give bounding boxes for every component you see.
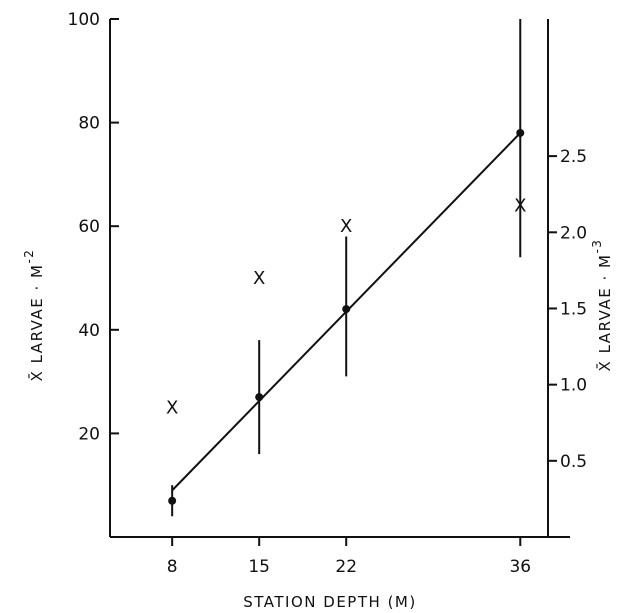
right-y-axis: 0.5 1.0 1.5 2.0 2.5 — [547, 19, 587, 537]
x-tick-label: 36 — [509, 557, 531, 577]
x-axis: 8 15 22 36 — [110, 536, 570, 577]
mean-point — [342, 305, 351, 314]
left-y-ticks: 20 40 60 80 100 — [68, 10, 119, 444]
left-y-axis-title-exponent: -2 — [22, 249, 36, 264]
x-marker: X — [166, 398, 178, 419]
x-marker: X — [514, 195, 526, 216]
x-ticks: 8 15 22 36 — [167, 537, 531, 577]
x-tick-label: 22 — [335, 557, 357, 577]
left-y-axis-title-text: X̄ LARVAE · M — [27, 264, 46, 382]
right-y-ticks: 0.5 1.0 1.5 2.0 2.5 — [548, 147, 587, 472]
x-tick-label: 15 — [248, 557, 270, 577]
right-y-axis-title: X̄ LARVAE · M-3 — [590, 239, 614, 372]
left-y-tick-label: 80 — [78, 114, 100, 134]
left-y-tick-label: 40 — [78, 321, 100, 341]
left-y-tick-label: 60 — [78, 217, 100, 237]
mean-point — [255, 393, 264, 402]
left-y-tick-label: 20 — [78, 424, 100, 444]
right-y-tick-label: 1.5 — [560, 299, 587, 319]
right-y-axis-title-exponent: -3 — [590, 239, 604, 254]
x-tick-label: 8 — [167, 557, 178, 577]
right-y-tick-label: 2.0 — [560, 223, 587, 243]
left-y-axis-title: X̄ LARVAE · M-2 — [22, 249, 46, 382]
right-y-tick-label: 1.0 — [560, 376, 587, 396]
left-y-axis: 20 40 60 80 100 — [68, 10, 119, 537]
left-y-axis-title-group: X̄ LARVAE · M-2 — [22, 249, 46, 382]
right-y-tick-label: 0.5 — [560, 452, 587, 472]
data-points: X X X X — [166, 19, 526, 517]
x-marker: X — [253, 268, 265, 289]
x-axis-title: STATION DEPTH (M) — [243, 593, 416, 611]
mean-point — [516, 128, 525, 137]
right-y-axis-title-group: X̄ LARVAE · M-3 — [590, 239, 614, 372]
mean-point — [168, 496, 177, 505]
right-y-tick-label: 2.5 — [560, 147, 587, 167]
x-marker: X — [340, 216, 352, 237]
right-y-axis-title-text: X̄ LARVAE · M — [595, 254, 614, 372]
left-y-tick-label: 100 — [68, 10, 100, 30]
